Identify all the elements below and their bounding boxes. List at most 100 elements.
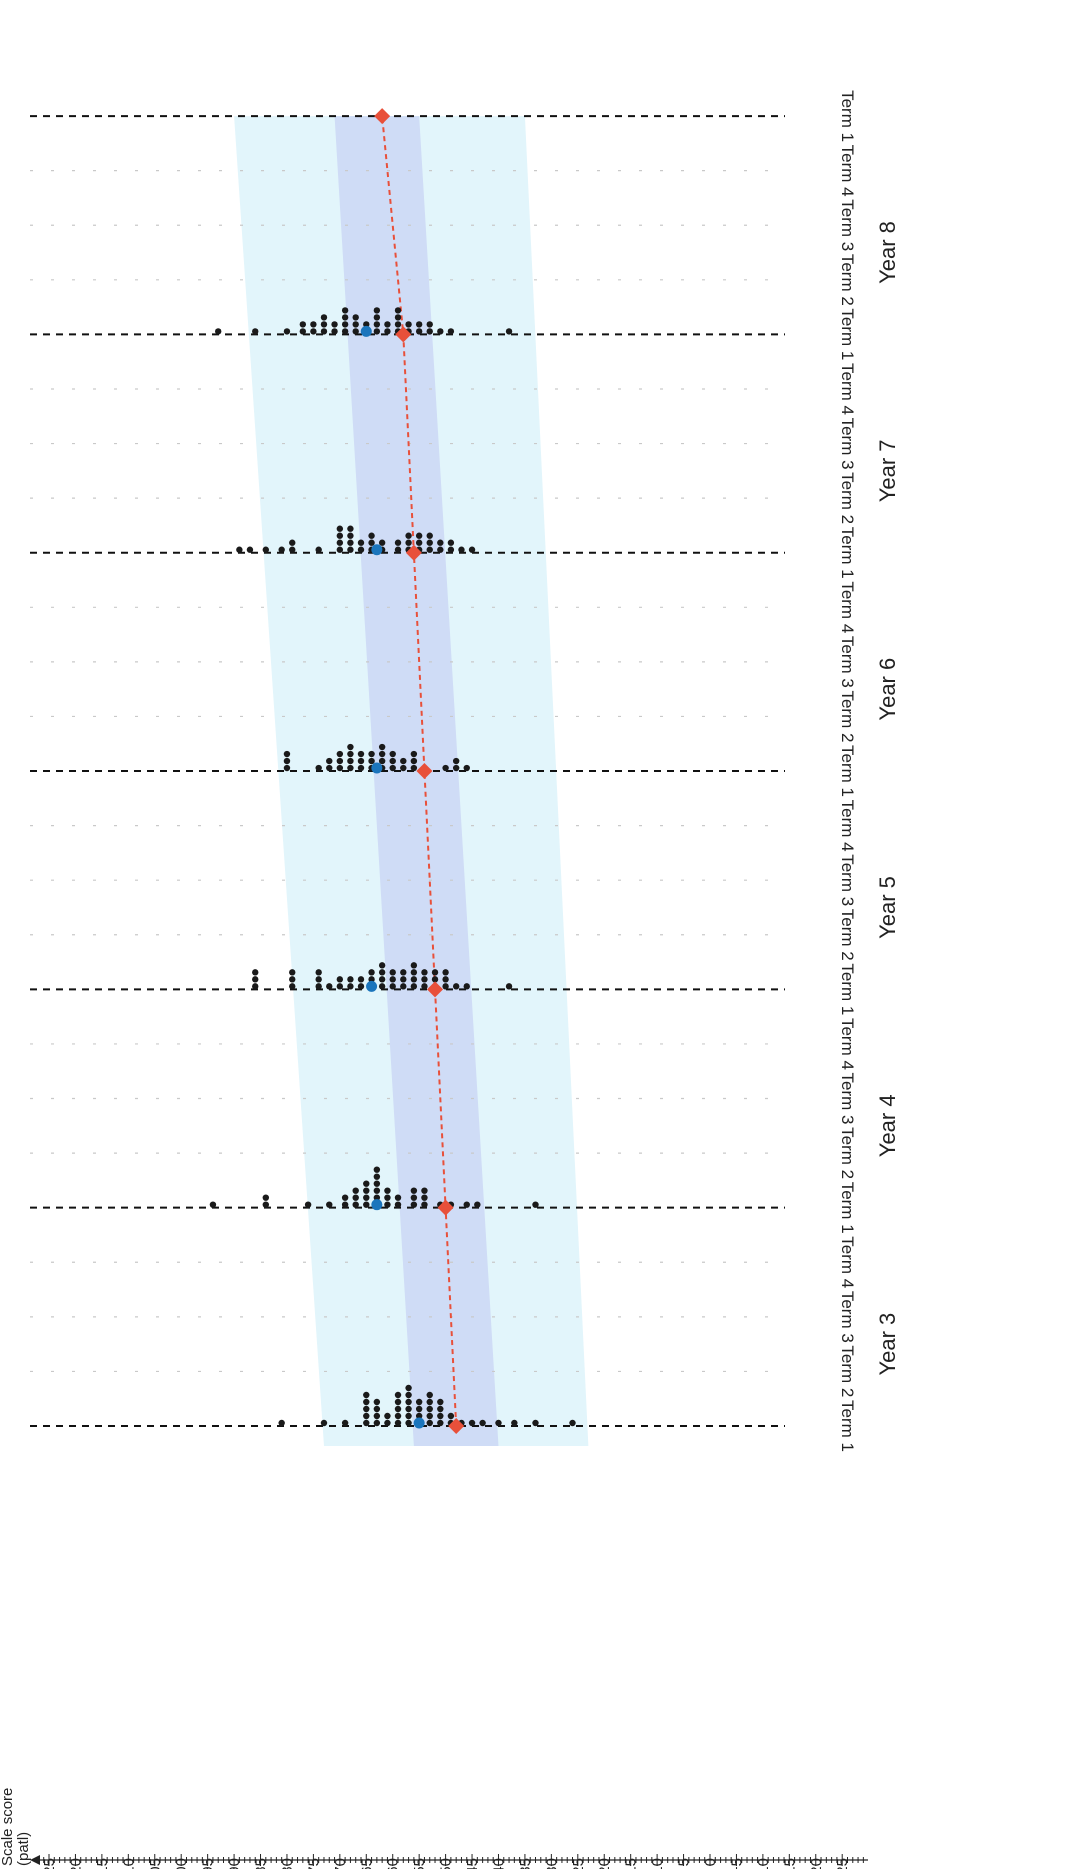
student-score-dot: [368, 750, 375, 758]
student-score-dot: [389, 750, 396, 758]
student-score-dot: [426, 1391, 433, 1399]
student-score-dot: [373, 321, 381, 328]
scale-score-axis: 1251201151101051009590858075706560555045…: [30, 1854, 868, 1869]
axis-tick-label: 10: [649, 1858, 666, 1869]
student-score-dot: [394, 1412, 402, 1420]
school-mean-dot: [360, 325, 372, 337]
student-score-dot: [373, 1180, 381, 1187]
student-score-dot: [410, 983, 418, 990]
student-score-dot: [421, 1187, 428, 1194]
student-score-dot: [400, 969, 407, 976]
student-score-dot: [389, 983, 396, 990]
student-score-dot: [357, 757, 365, 765]
term-label: Term 4: [838, 363, 857, 415]
student-score-dot: [394, 1405, 402, 1413]
student-score-dot: [363, 1187, 370, 1194]
student-score-dot: [373, 1405, 381, 1413]
axis-tick-label: 25: [570, 1858, 587, 1869]
term-label: Term 3: [838, 854, 857, 906]
student-score-dot: [479, 1419, 486, 1427]
student-score-dot: [437, 1412, 444, 1420]
axis-tick-label: 105: [147, 1858, 164, 1869]
term-label: Term 4: [838, 800, 857, 852]
student-score-dot: [373, 1173, 381, 1180]
student-score-dot: [410, 969, 418, 976]
student-score-dot: [373, 1194, 381, 1201]
student-score-dot: [347, 532, 354, 539]
student-score-dot: [415, 321, 423, 328]
student-score-dot: [368, 976, 375, 983]
term-label: Term 3: [838, 1291, 857, 1343]
axis-tick-label: 100: [173, 1858, 190, 1869]
student-score-dot: [394, 321, 402, 328]
student-score-dot: [252, 969, 259, 976]
student-score-dot: [363, 1201, 370, 1208]
axis-tick-label: 15: [623, 1858, 640, 1869]
axis-title-line2: (patl): [15, 1832, 32, 1866]
student-score-dot: [289, 969, 296, 976]
student-score-dot: [378, 983, 386, 990]
student-score-dot: [378, 750, 386, 758]
student-score-dot: [336, 757, 344, 765]
student-score-dot: [336, 539, 344, 546]
student-score-dot: [347, 757, 354, 765]
student-score-dot: [363, 1398, 370, 1406]
student-score-dot: [400, 757, 407, 765]
student-score-dot: [209, 1201, 217, 1208]
student-score-dot: [394, 1398, 402, 1406]
student-score-dot: [442, 764, 449, 772]
norm-mean-marker: [448, 1418, 465, 1434]
term-label: Term 2: [838, 254, 857, 306]
student-score-dot: [341, 1194, 349, 1201]
student-dots: [209, 108, 576, 1434]
student-score-dot: [405, 1384, 412, 1392]
student-score-dot: [442, 976, 449, 983]
student-score-dot: [505, 328, 513, 335]
student-score-dot: [326, 983, 333, 990]
student-score-dot: [421, 983, 428, 990]
year-label: Year 3: [875, 1313, 900, 1376]
norm-mean-marker: [374, 108, 391, 125]
student-score-dot: [363, 1391, 370, 1399]
student-score-dot: [252, 328, 259, 335]
norm-mean-marker: [427, 981, 444, 998]
student-score-dot: [336, 983, 344, 990]
student-score-dot: [415, 328, 423, 335]
student-score-dot: [400, 983, 407, 990]
term-label: Term 4: [838, 1236, 857, 1288]
year-label: Year 5: [875, 876, 900, 939]
student-score-dot: [468, 546, 476, 553]
student-score-dot: [410, 976, 418, 983]
student-score-dot: [474, 1201, 481, 1208]
term-label: Term 2: [838, 472, 857, 524]
student-score-dot: [442, 969, 449, 976]
student-score-dot: [283, 757, 291, 765]
student-score-dot: [289, 976, 296, 983]
term-label: Term 2: [838, 909, 857, 961]
student-score-dot: [463, 764, 470, 772]
student-score-dot: [415, 539, 423, 546]
student-score-dot: [363, 321, 370, 328]
student-score-dot: [336, 525, 344, 532]
student-score-dot: [426, 1419, 433, 1427]
student-score-dot: [463, 983, 470, 990]
student-score-dot: [495, 1419, 502, 1427]
student-score-dot: [363, 1180, 370, 1187]
student-score-dot: [378, 969, 386, 976]
term-label: Term 3: [838, 1073, 857, 1125]
student-score-dot: [373, 1187, 381, 1194]
term-label: Term 4: [838, 581, 857, 633]
axis-tick-label: −20: [808, 1858, 825, 1869]
term-label: Term 1: [838, 963, 857, 1015]
student-score-dot: [426, 1405, 433, 1413]
student-score-dot: [352, 314, 359, 321]
student-score-dot: [410, 1187, 418, 1194]
student-score-dot: [405, 1419, 412, 1427]
student-score-dot: [352, 1201, 359, 1208]
student-score-dot: [442, 983, 449, 990]
student-score-dot: [447, 328, 455, 335]
student-score-dot: [437, 546, 444, 553]
student-score-dot: [352, 1194, 359, 1201]
student-score-dot: [431, 976, 439, 983]
student-score-dot: [283, 764, 291, 772]
